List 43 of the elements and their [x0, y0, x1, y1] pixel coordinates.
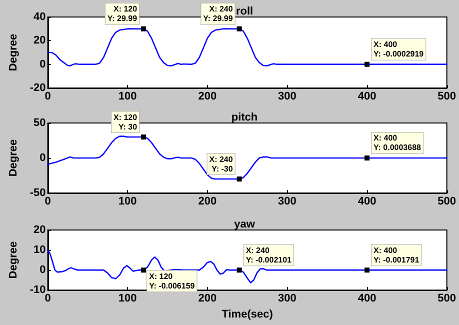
x-tick-label: 400 [358, 196, 376, 208]
x-tick-label: 400 [358, 90, 376, 102]
chart-title: roll [236, 6, 254, 18]
y-tick-label: 10 [34, 244, 46, 256]
annotation: X: 120 Y: 30 [113, 112, 138, 132]
y-axis-title: Degree [8, 241, 20, 279]
y-tick-label: -20 [30, 82, 46, 94]
y-tick-label: -50 [30, 187, 46, 199]
x-tick-label: 500 [438, 292, 456, 305]
x-tick-label: 100 [118, 90, 137, 102]
annotation: X: 400 Y: -0.001791 [374, 246, 420, 264]
x-tick-label: 100 [118, 292, 137, 305]
y-tick-label: 0 [40, 58, 46, 70]
annotation: X: 240 Y: -0.002101 [246, 246, 292, 264]
x-tick-label: 100 [118, 196, 137, 208]
line-series [47, 249, 448, 284]
annotation: X: 240 Y: -30 [209, 154, 234, 174]
y-tick-label: 0 [40, 152, 46, 164]
x-tick-label: 200 [198, 90, 217, 102]
y-axis-title: Degree [8, 34, 20, 72]
chart-title: yaw [234, 218, 256, 230]
x-tick-label: 300 [278, 196, 296, 208]
y-tick-label: 0 [40, 264, 46, 276]
chart-title: pitch [231, 112, 258, 124]
y-tick-label: 50 [34, 117, 46, 129]
annotation: X: 400 Y: 0.0003688 [374, 134, 422, 152]
x-tick-label: 200 [198, 292, 217, 305]
x-tick-label: 200 [198, 196, 217, 208]
x-tick-label: 300 [278, 292, 296, 305]
y-tick-label: 20 [34, 34, 46, 47]
x-tick-label: 500 [438, 90, 456, 102]
y-tick-label: 40 [34, 11, 46, 23]
y-tick-label: -10 [30, 284, 46, 296]
annotation: X: 240 Y: 29.99 [203, 4, 234, 24]
x-tick-label: 500 [438, 196, 456, 208]
annotation: X: 400 Y: -0.0002919 [374, 40, 424, 59]
annotation: X: 120 Y: -0.006159 [149, 272, 196, 290]
annotation: X: 120 Y: 29.99 [107, 4, 138, 24]
x-tick-label: 300 [278, 90, 296, 102]
y-axis-title: Degree [8, 139, 20, 177]
x-axis-title: Time(sec) [222, 308, 274, 320]
x-tick-label: 400 [358, 292, 376, 305]
y-tick-label: 20 [34, 224, 46, 236]
